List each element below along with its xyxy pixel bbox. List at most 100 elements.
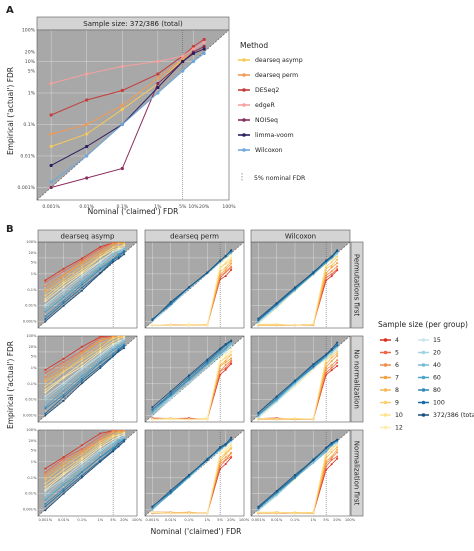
panel-b-point	[336, 350, 339, 353]
panel-a-point	[202, 51, 206, 56]
panel-b-point	[123, 433, 126, 436]
panel-b-point	[230, 347, 233, 350]
panel-b-x-tick: 0.1%	[184, 518, 194, 522]
panel-b-legend-label: 60	[433, 375, 441, 382]
panel-b-point	[117, 253, 120, 256]
panel-a-legend-key-point	[242, 118, 246, 122]
panel-b-point	[187, 382, 190, 385]
panel-b-point	[230, 265, 233, 268]
panel-b-point	[219, 347, 222, 350]
panel-a-y-tick: 0.1%	[23, 122, 35, 128]
panel-a-legend-label: limma-voom	[255, 132, 294, 139]
panel-b-point	[336, 249, 339, 252]
panel-b-col-strip	[250, 229, 351, 243]
panel-b-point	[257, 507, 260, 510]
panel-b-point	[312, 511, 315, 514]
panel-b-point	[206, 366, 209, 369]
panel-b-point	[80, 476, 83, 479]
panel-b-point	[117, 440, 120, 443]
panel-b-point	[62, 270, 65, 273]
panel-b-point	[230, 339, 233, 342]
panel-b-point	[62, 367, 65, 370]
panel-b-point	[257, 413, 260, 416]
panel-b-point	[44, 496, 47, 499]
panel-b-facet-r2-c3	[250, 335, 351, 423]
panel-b-point	[230, 252, 233, 255]
panel-b-point	[187, 473, 190, 476]
panel-b-point	[224, 270, 227, 273]
panel-a-legend-key-point	[242, 88, 246, 92]
panel-b-legend-key-point	[383, 350, 388, 355]
panel-b-point	[169, 398, 172, 401]
panel-b-point	[230, 436, 233, 439]
panel-b-point	[336, 258, 339, 261]
panel-b-point	[187, 418, 190, 421]
panel-b-point	[112, 344, 115, 347]
panel-b-point	[336, 364, 339, 367]
panel-b-point	[219, 352, 222, 355]
panel-a-xlabel: Nominal ('claimed') FDR	[88, 207, 179, 216]
panel-a-point	[156, 91, 160, 95]
panel-b-point	[230, 446, 233, 449]
panel-b-y-tick: 0.01%	[25, 398, 37, 402]
panel-b-point	[169, 511, 172, 514]
panel-b-point	[293, 417, 296, 420]
panel-b-y-tick: 100%	[26, 428, 37, 432]
panel-b-point	[257, 319, 260, 322]
panel-b-point	[336, 268, 339, 271]
panel-a-nominal-label: 5% nominal FDR	[254, 175, 306, 182]
panel-b-point	[44, 303, 47, 306]
panel-b-point	[224, 275, 227, 278]
panel-b-point	[44, 502, 47, 505]
panel-b-point	[62, 361, 65, 364]
panel-b-point	[44, 391, 47, 394]
panel-b-legend-label: 5	[395, 350, 399, 357]
panel-b-point	[336, 455, 339, 458]
panel-b-facet-r1-c2	[144, 241, 245, 329]
panel-b-point	[80, 272, 83, 275]
panel-b-point	[275, 417, 278, 420]
panel-b-point	[293, 475, 296, 478]
panel-b-point	[99, 446, 102, 449]
panel-b-point	[123, 440, 126, 443]
panel-b-row-strip	[350, 335, 364, 423]
panel-b-point	[112, 254, 115, 257]
panel-b-point	[62, 393, 65, 396]
panel-b-row-strip	[350, 429, 364, 517]
panel-b-point	[169, 303, 172, 306]
panel-b-point	[117, 242, 120, 245]
panel-b-point	[330, 360, 333, 363]
panel-b-point	[123, 243, 126, 246]
panel-b-y-tick: 5%	[31, 261, 37, 265]
panel-b-x-tick: 5%	[217, 518, 223, 522]
panel-b-point	[99, 351, 102, 354]
panel-b-point	[80, 365, 83, 368]
panel-b-point	[151, 319, 154, 322]
panel-b-point	[230, 357, 233, 360]
panel-a-x-tick: 0.1%	[116, 204, 128, 210]
panel-b-y-tick: 0.01%	[25, 492, 37, 496]
panel-b-point	[44, 505, 47, 508]
panel-b-point	[80, 453, 83, 456]
panel-b-point	[230, 262, 233, 265]
panel-b-point	[230, 249, 233, 252]
panel-b-y-tick: 0.001%	[23, 320, 37, 324]
panel-b-point	[117, 247, 120, 250]
panel-b-point	[62, 381, 65, 384]
panel-b-x-tick: 1%	[97, 518, 103, 522]
panel-b-point	[123, 429, 126, 432]
panel-b-point	[169, 323, 172, 326]
panel-b-point	[99, 432, 102, 435]
panel-b-point	[224, 456, 227, 459]
panel-b-point	[99, 343, 102, 346]
panel-b-point	[169, 301, 172, 304]
panel-b-x-tick: 0.001%	[251, 518, 265, 522]
panel-a-y-tick: 20%	[25, 50, 36, 56]
panel-b-point	[257, 415, 260, 418]
panel-b-point	[62, 304, 65, 307]
panel-b-point	[112, 260, 115, 263]
panel-a-nominal-legend: 5% nominal FDR	[241, 173, 306, 182]
panel-b-point	[230, 253, 233, 256]
panel-b-point	[336, 448, 339, 451]
panel-b-point	[330, 446, 333, 449]
